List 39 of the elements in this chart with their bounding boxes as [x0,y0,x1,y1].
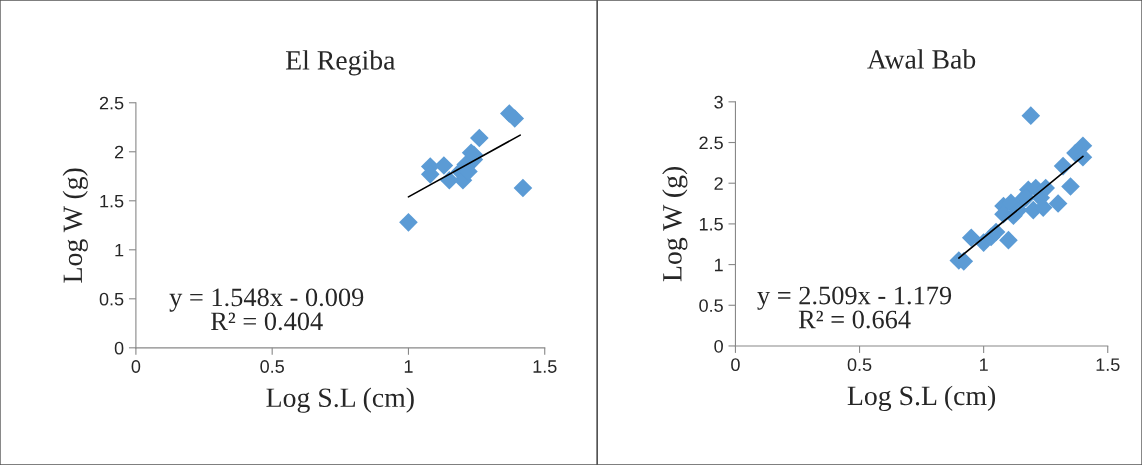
y-tick-label: 2 [114,145,124,159]
point [1021,106,1041,125]
x-tick-label: 0 [131,360,141,373]
y-tick-label: 2.5 [699,136,723,150]
point [399,213,418,232]
point [470,128,489,148]
chart-title: Awal Bab [867,49,976,69]
y-tick-label: 2 [714,177,723,190]
chart-title: El Regiba [285,50,396,76]
y-axis-title: Log W (g) [662,166,688,282]
y-tick-label: 3 [714,95,723,109]
annotation: y = 1.548x - 0.009 R² = 0.404 [169,288,364,331]
y-tick-label: 1 [115,243,124,257]
point [505,109,525,128]
annotation: y = 2.509x - 1.179 R² = 0.664 [757,286,952,329]
y-tick-label: 1.5 [699,218,723,231]
x-tick-label: 1.5 [533,360,557,373]
point [1048,194,1068,213]
x-tick-label: 0 [731,358,740,372]
x-tick-label: 0.5 [260,360,284,373]
y-tick-label: 0.5 [699,299,723,312]
point [999,230,1018,250]
x-axis-title: Log S.L (cm) [266,387,414,413]
x-tick-label: 1.5 [1096,358,1120,372]
point [961,228,981,248]
x-tick-label: 1 [980,358,988,371]
y-tick-label: 1 [714,258,723,272]
point [1061,177,1080,196]
y-tick-label: 0 [714,339,723,353]
y-tick-label: 0 [114,341,124,355]
y-axis-title: Log W (g) [62,168,88,283]
point [513,178,533,198]
x-tick-label: 0.5 [847,358,872,372]
y-tick-label: 0.5 [99,292,124,306]
x-tick-label: 1 [404,360,413,373]
x-axis-title: Log S.L (cm) [847,385,996,411]
y-tick-label: 2.5 [99,96,124,110]
point [434,156,454,175]
y-tick-label: 1.5 [100,194,124,208]
